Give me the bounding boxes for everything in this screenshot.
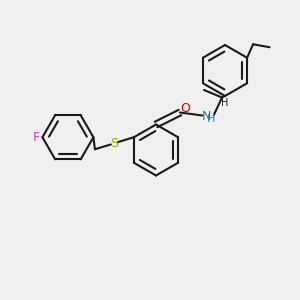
Text: O: O <box>181 102 190 116</box>
Text: F: F <box>32 131 39 144</box>
Text: H: H <box>207 114 215 124</box>
Text: N: N <box>201 110 211 124</box>
Text: S: S <box>110 137 118 150</box>
Text: H: H <box>221 98 228 108</box>
